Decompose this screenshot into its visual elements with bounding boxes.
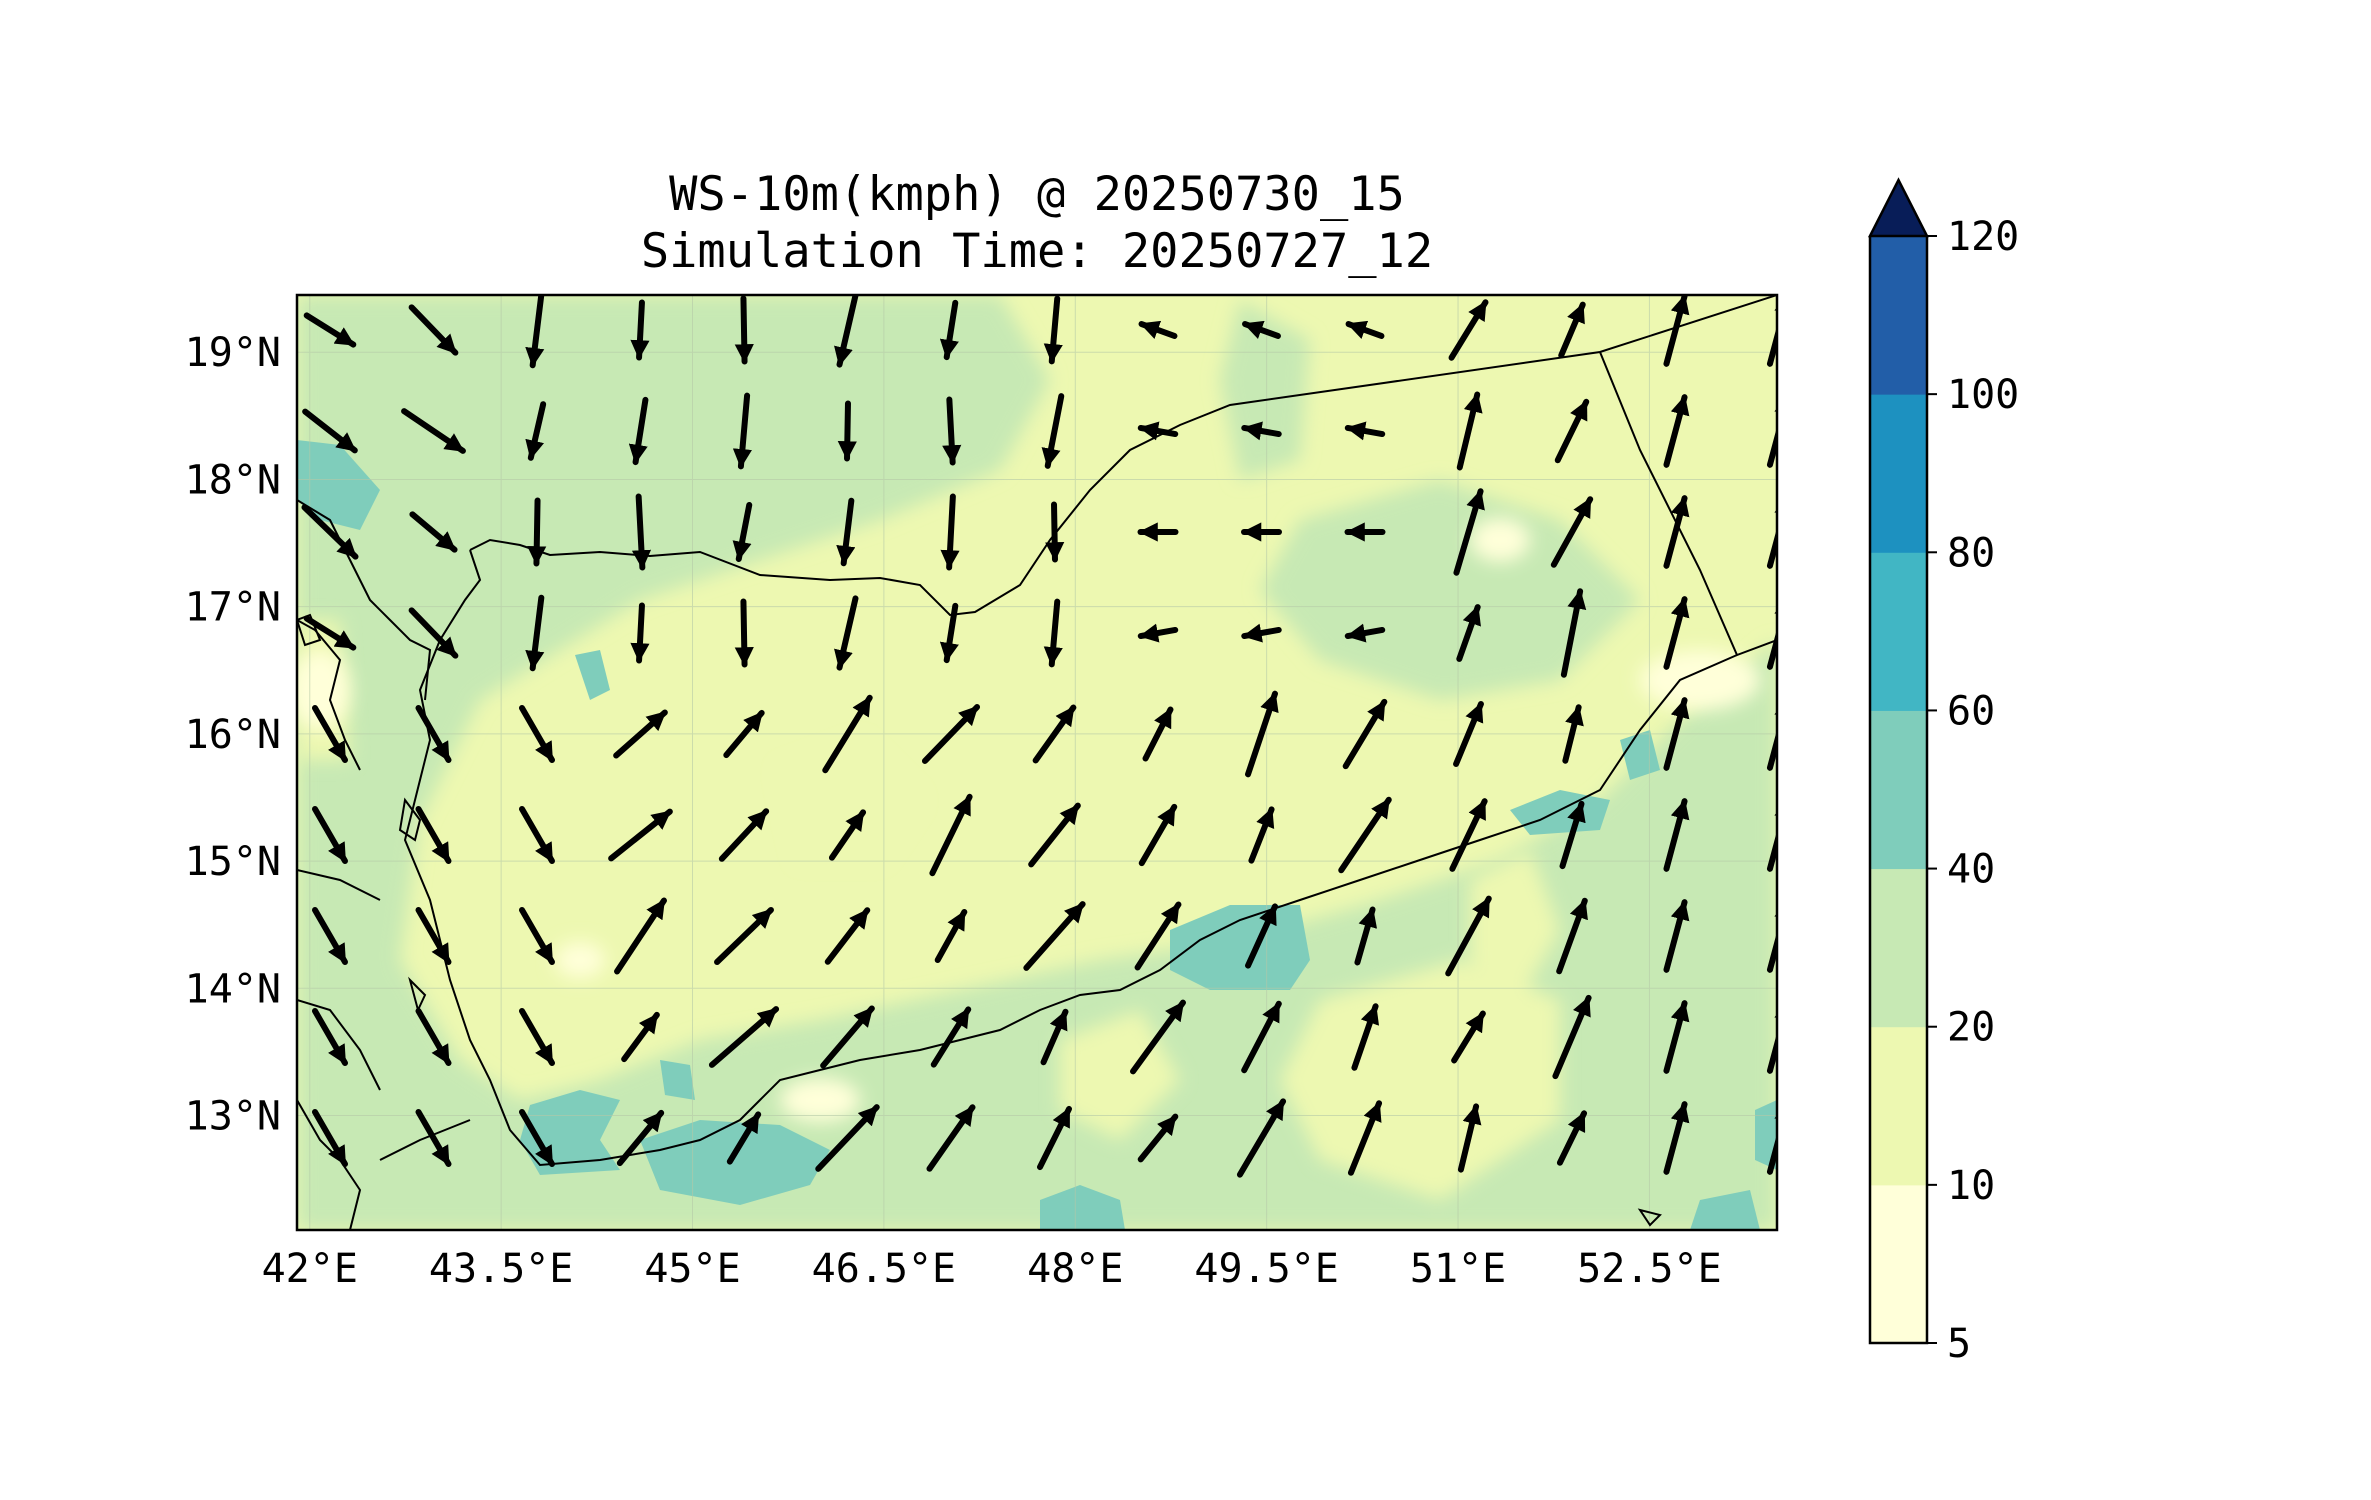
colorbar-extend-arrow: [1870, 180, 1927, 236]
wind-arrow: [639, 606, 642, 661]
wind-arrow: [536, 501, 537, 564]
y-tick-label: 17°N: [185, 585, 281, 631]
colorbar-segment: [1870, 236, 1927, 395]
x-tick-label: 42°E: [262, 1246, 358, 1292]
colorbar-segment: [1870, 869, 1927, 1028]
y-tick-label: 18°N: [185, 457, 281, 503]
colorbar-segment: [1870, 1185, 1927, 1344]
chart-title-line-2: Simulation Time: 20250727_12: [641, 224, 1433, 279]
colorbar: 5 10 20 40 60 80 100 120: [1870, 180, 2019, 1367]
colorbar-tick-label: 80: [1947, 530, 1995, 576]
colorbar-tick-label: 120: [1947, 214, 2019, 260]
wind-arrow: [949, 497, 953, 568]
colorbar-segment: [1870, 1027, 1927, 1186]
x-tick-label: 46.5°E: [812, 1246, 957, 1292]
colorbar-tick-label: 10: [1947, 1163, 1995, 1209]
x-tick-label: 52.5°E: [1577, 1246, 1722, 1292]
x-tick-label: 45°E: [644, 1246, 740, 1292]
wind-arrow: [743, 602, 744, 665]
wind-arrow: [847, 404, 848, 459]
map-panel: [290, 295, 1788, 1230]
wind-arrow: [639, 303, 642, 358]
y-tick-label: 19°N: [185, 330, 281, 376]
x-axis-ticks: 42°E 43.5°E 45°E 46.5°E 48°E 49.5°E 51°E 52.5°E: [262, 1246, 1722, 1292]
y-tick-label: 13°N: [185, 1094, 281, 1140]
x-tick-label: 51°E: [1410, 1246, 1506, 1292]
y-tick-label: 14°N: [185, 966, 281, 1012]
colorbar-tick-label: 40: [1947, 847, 1995, 893]
wind-arrow: [1054, 505, 1055, 560]
y-axis-ticks: 19°N 18°N 17°N 16°N 15°N 14°N 13°N: [185, 330, 281, 1139]
x-tick-label: 48°E: [1027, 1246, 1123, 1292]
x-tick-label: 49.5°E: [1194, 1246, 1339, 1292]
colorbar-tick-label: 100: [1947, 372, 2019, 418]
colorbar-segment: [1870, 710, 1927, 869]
colorbar-tick-label: 20: [1947, 1005, 1995, 1051]
wind-arrow: [743, 299, 744, 362]
colorbar-segment: [1870, 394, 1927, 553]
wind-arrow: [639, 497, 643, 568]
wind-speed-map-figure: WS-10m(kmph) @ 20250730_15 Simulation Ti…: [0, 0, 2371, 1500]
chart-title-line-1: WS-10m(kmph) @ 20250730_15: [669, 167, 1405, 222]
y-tick-label: 15°N: [185, 839, 281, 885]
colorbar-tick-label: 60: [1947, 688, 1995, 734]
colorbar-segment: [1870, 552, 1927, 711]
x-tick-label: 43.5°E: [429, 1246, 574, 1292]
colorbar-tick-label: 5: [1947, 1321, 1971, 1367]
wind-arrow: [949, 400, 952, 463]
y-tick-label: 16°N: [185, 712, 281, 758]
